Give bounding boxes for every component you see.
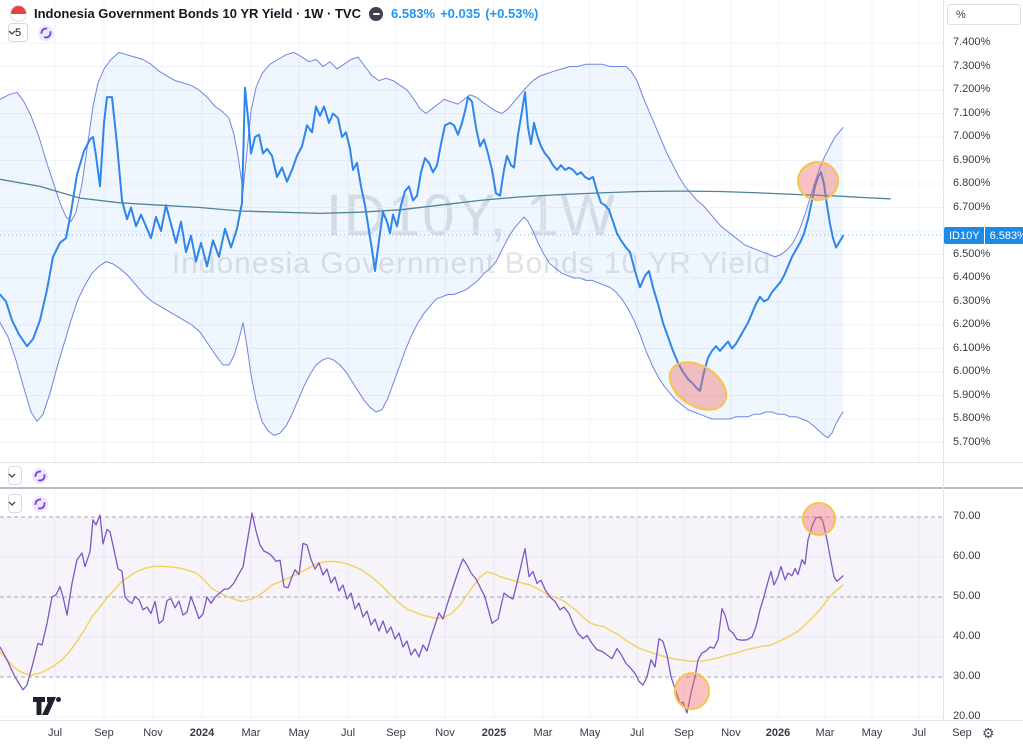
- axis-tick-label: 6.200%: [953, 318, 991, 330]
- time-axis-label: Mar: [533, 727, 553, 739]
- axis-tick-label: 7.000%: [953, 130, 991, 142]
- rsi-collapse-button[interactable]: [8, 494, 22, 513]
- axis-tick-label: 5.900%: [953, 388, 991, 401]
- collapse-indicators-button[interactable]: 5: [8, 23, 29, 42]
- time-axis-label: Sep: [952, 727, 972, 739]
- legend-toolbar: 5: [8, 23, 55, 42]
- time-axis-label: Nov: [435, 727, 455, 739]
- price-label-value: 6.583%: [984, 227, 1023, 244]
- time-axis[interactable]: Jul Sep Nov 2024 Mar May Jul Sep Nov 2025 Mar May Ju…: [0, 721, 1023, 747]
- axis-tick-label: 7.300%: [953, 59, 991, 72]
- time-axis-label: May: [288, 727, 310, 739]
- main-price-chart[interactable]: [0, 0, 943, 462]
- time-axis-label: Sep: [94, 727, 114, 739]
- chevron-down-icon: [8, 30, 16, 35]
- chevron-down-icon: [8, 501, 16, 506]
- axis-tick-label: 6.100%: [953, 341, 991, 354]
- axis-tick-label: 6.300%: [953, 294, 991, 307]
- axis-tick-label: 6.000%: [953, 365, 991, 377]
- axis-tick-label: 5.700%: [953, 435, 991, 448]
- axis-tick-label: 6.800%: [953, 177, 991, 189]
- axis-tick-label: 20.00: [953, 710, 981, 722]
- pane2-toolbar: [8, 466, 48, 485]
- gear-icon[interactable]: ⚙: [982, 725, 995, 741]
- rsi-indicator-chart[interactable]: [0, 489, 943, 720]
- chevron-down-icon: [8, 473, 16, 478]
- last-price: 6.583%: [391, 6, 436, 21]
- pane-divider[interactable]: [0, 462, 1023, 463]
- axis-tick-label: 7.100%: [953, 106, 991, 119]
- price-axis[interactable]: % ID10Y 6.583% 7.400%7.300%7.200%7.100%7…: [944, 0, 1023, 720]
- tradingview-logo[interactable]: [33, 697, 63, 715]
- axis-tick-label: 5.800%: [953, 412, 991, 424]
- axis-tick-label: 6.400%: [953, 271, 991, 283]
- symbol-legend: Indonesia Government Bonds 10 YR Yield ·…: [10, 5, 538, 22]
- symbol-title[interactable]: Indonesia Government Bonds 10 YR Yield ·…: [34, 6, 361, 21]
- axis-tick-label: 30.00: [953, 670, 981, 682]
- time-axis-label: Jul: [340, 727, 356, 739]
- axis-tick-label: 6.700%: [953, 200, 991, 213]
- time-axis-label: Jul: [47, 727, 63, 739]
- loading-spinner-icon: [32, 467, 48, 484]
- time-axis-label: Mar: [815, 727, 835, 739]
- axis-tick-label: 6.500%: [953, 247, 991, 260]
- pane2-collapse-button[interactable]: [8, 466, 22, 485]
- time-axis-label: 2024: [189, 727, 215, 739]
- axis-tick-label: 6.900%: [953, 153, 991, 166]
- time-axis-label: Sep: [386, 727, 406, 739]
- time-axis-label: May: [579, 727, 601, 739]
- time-axis-label: May: [861, 727, 883, 739]
- price-label-symbol: ID10Y: [944, 227, 984, 244]
- axis-tick-label: 50.00: [953, 590, 981, 602]
- axis-tick-label: 60.00: [953, 550, 981, 562]
- price-change-percent: (+0.53%): [485, 6, 539, 21]
- time-axis-label: 2026: [765, 727, 791, 739]
- time-axis-label: Sep: [674, 727, 694, 739]
- time-axis-label: Nov: [721, 727, 741, 739]
- rsi-axis[interactable]: 70.00 60.00 50.00 40.00 30.00 20.00: [944, 0, 1023, 722]
- indonesia-flag-icon: [10, 5, 27, 22]
- axis-tick-label: 40.00: [953, 630, 981, 642]
- time-axis-label: Mar: [241, 727, 261, 739]
- axis-tick-label: 70.00: [953, 510, 981, 522]
- price-change: +0.035: [440, 6, 481, 21]
- axis-unit-button[interactable]: %: [947, 4, 1021, 25]
- time-axis-separator: [0, 720, 1023, 721]
- last-price-axis-label: ID10Y 6.583%: [944, 227, 1023, 244]
- axis-separator: [943, 0, 944, 747]
- market-status-icon[interactable]: [369, 6, 383, 21]
- loading-spinner-icon: [32, 495, 48, 512]
- axis-tick-label: 7.400%: [953, 36, 991, 48]
- time-axis-label: Jul: [629, 727, 645, 739]
- axis-tick-label: 7.200%: [953, 83, 991, 95]
- loading-spinner-icon: [38, 24, 55, 41]
- rsi-pane-toolbar: [8, 494, 48, 513]
- indicator-count: 5: [15, 26, 22, 39]
- time-axis-label: Jul: [911, 727, 927, 739]
- time-axis-label: 2025: [481, 727, 507, 739]
- pane-divider-active[interactable]: [0, 487, 1023, 489]
- time-axis-label: Nov: [143, 727, 163, 739]
